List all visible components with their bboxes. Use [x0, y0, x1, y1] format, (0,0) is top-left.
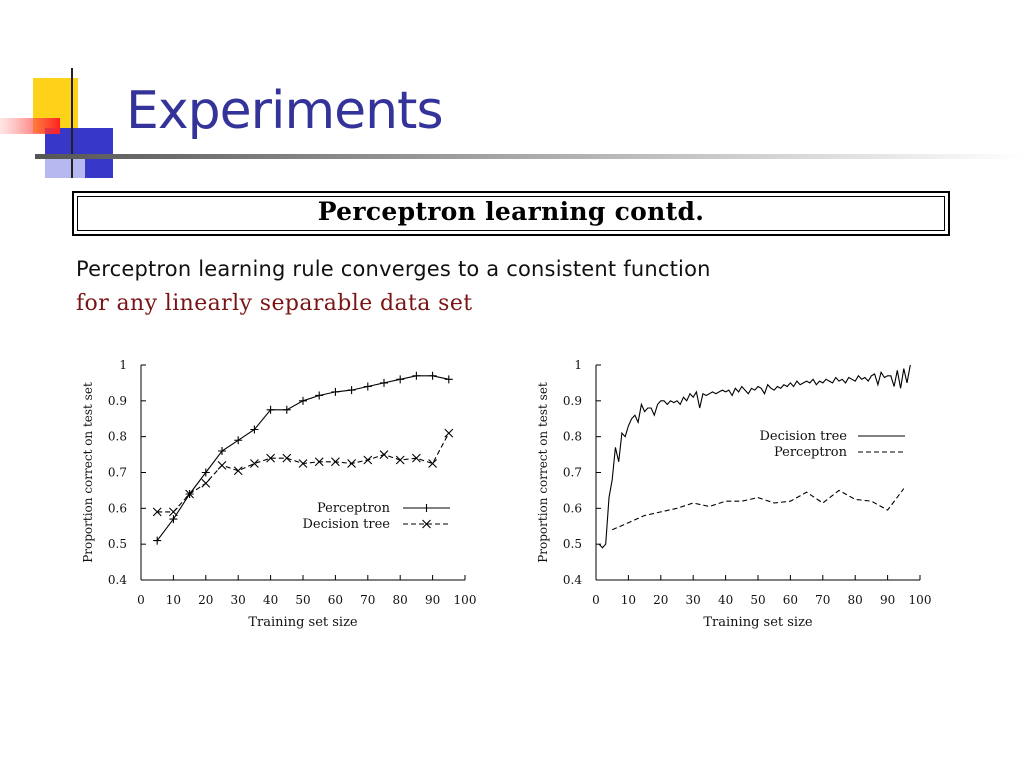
chart-0-x-tick-label-9: 90 — [425, 593, 440, 607]
text-line-2: for any linearly separable data set — [76, 291, 473, 316]
chart-0-series-1-point-12 — [347, 459, 356, 468]
light-blue-square — [45, 158, 85, 178]
chart-0-x-tick-label-6: 60 — [328, 593, 343, 607]
chart-0-series-0-point-4 — [218, 447, 226, 455]
chart-0-y-tick-label-3: 0.7 — [108, 466, 127, 480]
chart-0-y-tick-label-1: 0.5 — [108, 537, 127, 551]
chart-1-y-axis-label: Proportion correct on test set — [536, 382, 550, 563]
chart-0-y-tick-label-4: 0.8 — [108, 430, 127, 444]
chart-1-y-tick-label-0: 0.4 — [563, 573, 582, 587]
chart-0-legend-marker-1 — [422, 519, 431, 529]
chart-0-series-1-point-0 — [152, 507, 162, 517]
chart-0-series-0-point-17 — [428, 371, 437, 380]
chart-1-x-tick-label-6: 60 — [783, 593, 798, 607]
chart-1-series-1-line — [611, 488, 905, 531]
chart-0-series-1-point-16 — [412, 453, 421, 463]
chart-1-x-tick-label-0: 0 — [592, 593, 600, 607]
chart-1-x-tick-label-8: 80 — [848, 593, 863, 607]
chart-0-y-tick-label-6: 1 — [119, 358, 127, 372]
chart-right: 0.40.50.60.70.80.910 10 20 30 40 50 60 70 80 90 10… — [536, 358, 932, 630]
chart-0-series-0-point-0 — [153, 536, 162, 545]
chart-1-x-tick-label-5: 50 — [750, 593, 765, 607]
title-underline — [35, 154, 1024, 159]
chart-0-series-0-point-6 — [250, 425, 259, 434]
chart-0-series-1-point-5 — [233, 466, 243, 476]
chart-0-x-axis-label: Training set size — [248, 615, 358, 630]
chart-1-x-tick-label-4: 40 — [718, 593, 733, 607]
chart-1-x-tick-label-1: 10 — [621, 593, 636, 607]
chart-0-x-tick-label-3: 30 — [231, 593, 246, 607]
chart-0-series-0-point-1 — [169, 515, 178, 524]
chart-0-legend-label-0: Perceptron — [317, 501, 391, 516]
chart-0-series-1-point-13 — [363, 455, 373, 465]
chart-0-x-tick-label-4: 40 — [263, 593, 278, 607]
chart-0-series-0-point-15 — [396, 375, 405, 384]
chart-0-series-1-point-9 — [298, 459, 308, 468]
chart-1-x-tick-label-10: 100 — [909, 593, 932, 607]
chart-0-series-0-point-9 — [299, 396, 307, 405]
chart-1-legend-label-0: Decision tree — [759, 429, 847, 444]
chart-0-series-1-point-7 — [266, 453, 275, 463]
chart-0-series-1-point-2 — [185, 489, 194, 499]
chart-0-series-1-point-3 — [201, 478, 211, 488]
chart-0-x-tick-label-2: 20 — [198, 593, 213, 607]
chart-1-x-tick-label-3: 30 — [686, 593, 701, 607]
chart-0-series-0-point-8 — [282, 405, 291, 414]
chart-0-series-0-point-3 — [201, 468, 210, 477]
chart-0-series-0-point-5 — [234, 436, 243, 445]
chart-0-series-1-line — [157, 432, 450, 513]
chart-0-series-0-point-7 — [266, 405, 275, 414]
chart-1-x-tick-label-9: 90 — [880, 593, 895, 607]
slide-title: Experiments — [126, 81, 444, 141]
chart-0-series-1-point-18 — [444, 428, 454, 438]
chart-0-x-tick-label-10: 100 — [454, 593, 477, 607]
chart-0-series-1-point-6 — [250, 459, 259, 468]
chart-1-y-tick-label-4: 0.8 — [563, 430, 582, 444]
chart-0-y-tick-label-5: 0.9 — [108, 394, 127, 408]
chart-0-legend-marker-0 — [422, 504, 431, 512]
chart-0-series-1-point-17 — [428, 459, 437, 468]
chart-1-legend-label-1: Perceptron — [774, 445, 848, 460]
chart-0-x-tick-label-5: 50 — [295, 593, 310, 607]
title-decoration — [0, 68, 1024, 178]
chart-1-x-tick-label-2: 20 — [653, 593, 668, 607]
chart-0-x-tick-label-1: 10 — [166, 593, 181, 607]
chart-0-series-0-point-13 — [363, 382, 372, 391]
chart-0-series-0-point-16 — [412, 371, 421, 380]
chart-1-x-tick-label-7: 70 — [815, 593, 830, 607]
chart-0-x-tick-label-0: 0 — [137, 593, 145, 607]
chart-0-series-0-point-11 — [331, 387, 340, 396]
red-bar — [0, 118, 60, 134]
chart-0-series-1-point-15 — [395, 455, 405, 465]
slide-banner: Perceptron learning contd. — [72, 191, 950, 236]
chart-0-series-1-point-14 — [379, 450, 389, 459]
chart-0-series-0-point-18 — [444, 375, 453, 384]
chart-0-series-0-point-14 — [380, 378, 388, 387]
chart-1-series-0-line — [598, 364, 911, 549]
chart-0-y-tick-label-0: 0.4 — [108, 573, 127, 587]
chart-0-legend-label-1: Decision tree — [302, 517, 390, 532]
chart-1-y-tick-label-5: 0.9 — [563, 394, 582, 408]
chart-0-series-1-point-8 — [282, 453, 292, 463]
banner-text: Perceptron learning contd. — [77, 196, 945, 231]
chart-1-y-tick-label-1: 0.5 — [563, 537, 582, 551]
chart-0-y-axis-label: Proportion correct on test set — [81, 382, 95, 563]
chart-0-series-1-point-4 — [217, 460, 227, 470]
chart-0-series-1-point-1 — [169, 507, 178, 517]
chart-1-x-axis-label: Training set size — [703, 615, 813, 630]
text-line-1: Perceptron learning rule converges to a … — [76, 257, 711, 281]
chart-0-series-1-point-10 — [314, 457, 324, 467]
chart-0-series-0-point-10 — [315, 391, 324, 400]
chart-1-y-tick-label-2: 0.6 — [563, 501, 582, 515]
chart-1-y-tick-label-6: 1 — [574, 358, 582, 372]
chart-0-x-tick-label-8: 80 — [393, 593, 408, 607]
chart-left: 0.40.50.60.70.80.910 10 20 30 40 50 60 70 80 90 10… — [81, 358, 477, 630]
chart-0-y-tick-label-2: 0.6 — [108, 501, 127, 515]
chart-0-series-0-point-12 — [347, 386, 356, 395]
chart-0-x-tick-label-7: 70 — [360, 593, 375, 607]
chart-0-series-1-point-11 — [331, 457, 340, 467]
chart-1-y-tick-label-3: 0.7 — [563, 466, 582, 480]
